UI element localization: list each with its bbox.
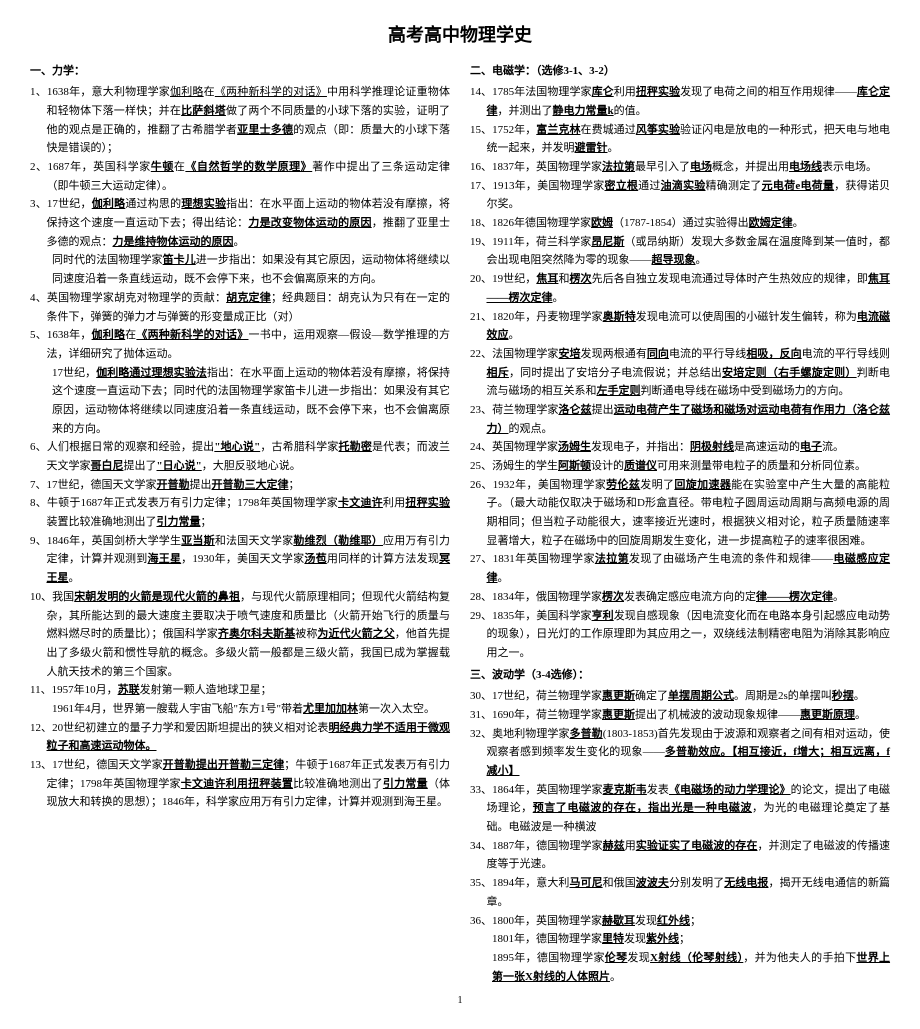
item-32: 32、奥地利物理学家多普勒(1803-1853)首先发现由于波源和观察者之间有相… xyxy=(470,725,890,781)
item-9: 9、1846年，英国剑桥大学学生亚当斯和法国天文学家勒维烈（勒维耶）应用万有引力… xyxy=(30,532,450,588)
item-29: 29、1835年，美国科学家亨利发现自感现象（因电流变化而在电路本身引起感应电动… xyxy=(470,607,890,663)
page-title: 高考高中物理学史 xyxy=(30,20,890,51)
item-12: 12、20世纪初建立的量子力学和爱因斯坦提出的狭义相对论表明经典力学不适用于微观… xyxy=(30,719,450,756)
item-13: 13、17世纪，德国天文学家开普勒提出开普勒三定律；牛顿于1687年正式发表万有… xyxy=(30,756,450,812)
item-34: 34、1887年，德国物理学家赫兹用实验证实了电磁波的存在，并测定了电磁波的传播… xyxy=(470,837,890,874)
left-column: 一、力学： 1、1638年，意大利物理学家伽利略在《两种新科学的对话》中用科学推… xyxy=(30,59,450,987)
item-17: 17、1913年，美国物理学家密立根通过油滴实验精确测定了元电荷e电荷量，获得诺… xyxy=(470,177,890,214)
item-28: 28、1834年，俄国物理学家楞次发表确定感应电流方向的定律——楞次定律。 xyxy=(470,588,890,607)
item-1: 1、1638年，意大利物理学家伽利略在《两种新科学的对话》中用科学推理论证重物体… xyxy=(30,83,450,158)
item-31: 31、1690年，荷兰物理学家惠更斯提出了机械波的波动现象规律——惠更斯原理。 xyxy=(470,706,890,725)
item-25: 25、汤姆生的学生阿斯顿设计的质谱仪可用来测量带电粒子的质量和分析同位素。 xyxy=(470,457,890,476)
item-36-sub-a: 1801年，德国物理学家里特发现紫外线； xyxy=(470,930,890,949)
section-2-head: 二、电磁学：（选修3-1、3-2） xyxy=(470,62,890,81)
item-4: 4、英国物理学家胡克对物理学的贡献：胡克定律；经典题目：胡克认为只有在一定的条件… xyxy=(30,289,450,326)
item-33: 33、1864年，英国物理学家麦克斯韦发表《电磁场的动力学理论》的论文，提出了电… xyxy=(470,781,890,837)
item-5-sub: 17世纪，伽利略通过理想实验法指出：在水平面上运动的物体若没有摩擦，将保持这个速… xyxy=(30,364,450,439)
item-14: 14、1785年法国物理学家库仑利用扭秤实验发现了电荷之间的相互作用规律——库仑… xyxy=(470,83,890,120)
item-36: 36、1800年，英国物理学家赫歇耳发现红外线； xyxy=(470,912,890,931)
item-19: 19、1911年，荷兰科学家昂尼斯（或昂纳斯）发现大多数金属在温度降到某一值时，… xyxy=(470,233,890,270)
section-1-head: 一、力学： xyxy=(30,62,450,81)
item-2: 2、1687年，英国科学家牛顿在《自然哲学的数学原理》著作中提出了三条运动定律（… xyxy=(30,158,450,195)
right-column: 二、电磁学：（选修3-1、3-2） 14、1785年法国物理学家库仑利用扭秤实验… xyxy=(470,59,890,987)
item-30: 30、17世纪，荷兰物理学家惠更斯确定了单摆周期公式。周期是2s的单摆叫秒摆。 xyxy=(470,687,890,706)
item-6: 6、人们根据日常的观察和经验，提出"地心说"，古希腊科学家托勒密是代表；而波兰天… xyxy=(30,438,450,475)
item-7: 7、17世纪，德国天文学家开普勒提出开普勒三大定律； xyxy=(30,476,450,495)
page-number: 1 xyxy=(30,992,890,1009)
item-20: 20、19世纪，焦耳和楞次先后各自独立发现电流通过导体时产生热效应的规律，即焦耳… xyxy=(470,270,890,307)
item-11: 11、1957年10月，苏联发射第一颗人造地球卫星； xyxy=(30,681,450,700)
item-24: 24、英国物理学家汤姆生发现电子，并指出：阴极射线是高速运动的电子流。 xyxy=(470,438,890,457)
item-23: 23、荷兰物理学家洛仑兹提出运动电荷产生了磁场和磁场对运动电荷有作用力（洛仑兹力… xyxy=(470,401,890,438)
two-column-layout: 一、力学： 1、1638年，意大利物理学家伽利略在《两种新科学的对话》中用科学推… xyxy=(30,59,890,987)
item-10: 10、我国宋朝发明的火箭是现代火箭的鼻祖，与现代火箭原理相同；但现代火箭结构复杂… xyxy=(30,588,450,681)
item-22: 22、法国物理学家安培发现两根通有同向电流的平行导线相吸，反向电流的平行导线则相… xyxy=(470,345,890,401)
item-16: 16、1837年，英国物理学家法拉第最早引入了电场概念，并提出用电场线表示电场。 xyxy=(470,158,890,177)
item-15: 15、1752年，富兰克林在费城通过风筝实验验证闪电是放电的一种形式，把天电与地… xyxy=(470,121,890,158)
item-8: 8、牛顿于1687年正式发表万有引力定律；1798年英国物理学家卡文迪许利用扭秤… xyxy=(30,494,450,531)
item-21: 21、1820年，丹麦物理学家奥斯特发现电流可以使周围的小磁针发生偏转，称为电流… xyxy=(470,308,890,345)
item-35: 35、1894年，意大利马可尼和俄国波波夫分别发明了无线电报，揭开无线电通信的新… xyxy=(470,874,890,911)
item-18: 18、1826年德国物理学家欧姆（1787-1854）通过实验得出欧姆定律。 xyxy=(470,214,890,233)
section-3-head: 三、波动学（3-4选修）： xyxy=(470,666,890,685)
item-3: 3、17世纪，伽利略通过构思的理想实验指出：在水平面上运动的物体若没有摩擦，将保… xyxy=(30,195,450,251)
item-27: 27、1831年英国物理学家法拉第发现了由磁场产生电流的条件和规律——电磁感应定… xyxy=(470,550,890,587)
item-5: 5、1638年，伽利略在《两种新科学的对话》一书中，运用观察—假设—数学推理的方… xyxy=(30,326,450,363)
item-26: 26、1932年，美国物理学家劳伦兹发明了回旋加速器能在实验室中产生大量的高能粒… xyxy=(470,476,890,551)
item-36-sub-b: 1895年，德国物理学家伦琴发现X射线（伦琴射线），并为他夫人的手拍下世界上第一… xyxy=(470,949,890,986)
item-3-sub: 同时代的法国物理学家笛卡儿进一步指出：如果没有其它原因，运动物体将继续以同速度沿… xyxy=(30,251,450,288)
item-11-sub: 1961年4月，世界第一艘载人宇宙飞船"东方1号"带着尤里加加林第一次入太空。 xyxy=(30,700,450,719)
